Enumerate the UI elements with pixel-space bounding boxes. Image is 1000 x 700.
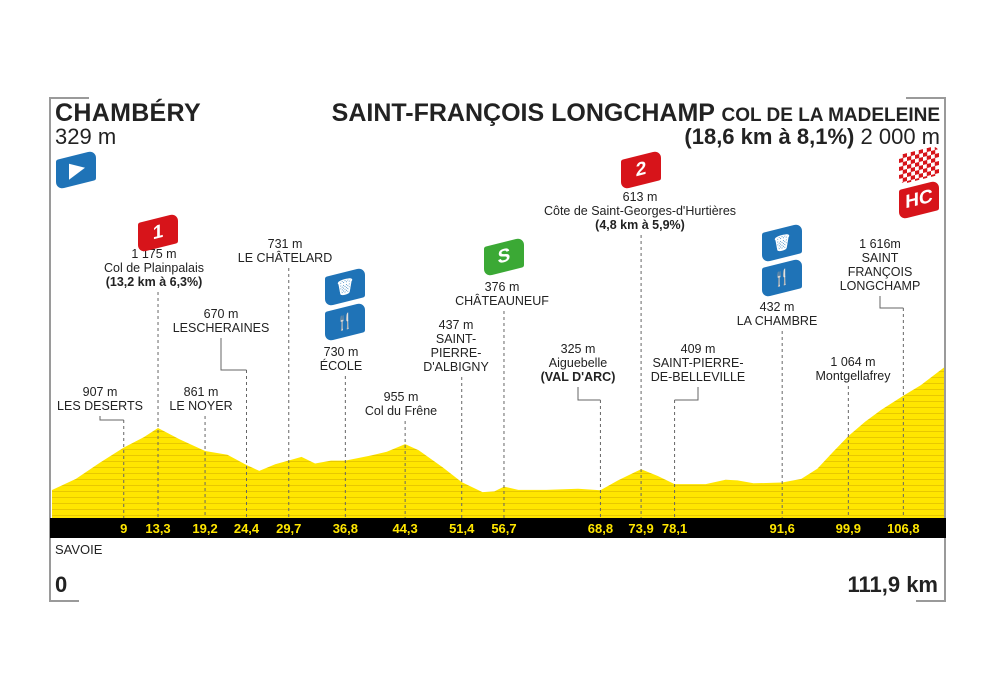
- km-tick-label: 91,6: [770, 521, 795, 536]
- waypoint-altitude: 861 m: [183, 385, 219, 399]
- frame-left: [49, 97, 51, 602]
- finish-town: SAINT-FRANÇOIS LONGCHAMP: [331, 99, 715, 127]
- waypoint-altitude: 613 m: [622, 190, 658, 204]
- waypoint-label: 376 m CHÂTEAUNEUF: [455, 280, 549, 308]
- start-km: 0: [55, 572, 68, 597]
- waypoint-label: 325 m Aiguebelle (VAL D'ARC): [541, 342, 616, 384]
- km-tick-label: 13,3: [145, 521, 170, 536]
- waypoint-altitude: 730 m: [323, 345, 359, 359]
- waypoint-name: Montgellafrey: [815, 369, 891, 383]
- waypoint-label: 432 m LA CHAMBRE: [737, 300, 818, 328]
- leader-elbow: [674, 387, 699, 401]
- waypoint-altitude: 955 m: [383, 390, 419, 404]
- waypoint-altitude: 325 m: [560, 342, 596, 356]
- waypoint-name: SAINT-PIERRE-: [652, 356, 744, 370]
- waypoint-name: FRANÇOIS: [847, 265, 913, 279]
- waypoint-altitude: 670 m: [203, 307, 239, 321]
- km-tick-label: 29,7: [276, 521, 301, 536]
- waypoint-name: LE NOYER: [169, 399, 233, 413]
- waypoint-altitude: 376 m: [484, 280, 520, 294]
- waypoint-label: 1 064 m Montgellafrey: [815, 355, 890, 383]
- leader-elbow: [577, 387, 601, 401]
- waypoint-name: Côte de Saint-Georges-d'Hurtières: [543, 204, 737, 218]
- finish-climb-stats: (18,6 km à 8,1%): [684, 124, 855, 149]
- km-tick-label: 44,3: [392, 521, 417, 536]
- leader-elbow: [99, 416, 124, 421]
- waypoint-name: DE-BELLEVILLE: [650, 370, 746, 384]
- waypoint-name: Col du Frêne: [364, 404, 438, 418]
- km-tick-label: 24,4: [234, 521, 260, 536]
- waypoint-altitude: 731 m: [267, 237, 303, 251]
- waypoint-altitude: 437 m: [438, 318, 474, 332]
- leader-elbow: [220, 338, 247, 371]
- waypoint-label: 955 m Col du Frêne: [365, 390, 437, 418]
- waypoint-label: 730 m ÉCOLE: [320, 345, 362, 373]
- frame-corner: [49, 600, 79, 602]
- waypoint-label: 670 m LESCHERAINES: [173, 307, 270, 335]
- waypoint-name: CHÂTEAUNEUF: [455, 294, 549, 308]
- waypoint-label: 1 175 m Col de Plainpalais (13,2 km à 6,3%…: [104, 247, 204, 289]
- waypoint-name: SAINT-: [435, 332, 477, 346]
- waypoint-name: Aiguebelle: [548, 356, 608, 370]
- frame-corner: [49, 97, 89, 99]
- waypoint-name: SAINT: [861, 251, 899, 265]
- leader-elbow: [879, 296, 904, 309]
- waypoint-label: 613 m Côte de Saint-Georges-d'Hurtières (4…: [544, 190, 736, 232]
- km-tick-label: 99,9: [836, 521, 861, 536]
- waypoint-label: 861 m LE NOYER: [169, 385, 232, 413]
- km-tick-label: 51,4: [449, 521, 475, 536]
- end-km: 111,9 km: [847, 572, 938, 597]
- elevation-profile: [52, 367, 944, 518]
- waypoint-name: PIERRE-: [430, 346, 482, 360]
- waypoint-label: 409 m SAINT-PIERRE- DE-BELLEVILLE: [651, 342, 746, 384]
- waypoint-altitude: 1 616m: [859, 237, 901, 251]
- finish-title: SAINT-FRANÇOIS LONGCHAMP COL DE LA MADEL…: [332, 99, 940, 128]
- waypoint-name: LESCHERAINES: [172, 321, 270, 335]
- km-tick-label: 9: [120, 521, 127, 536]
- waypoint-altitude: 1 064 m: [830, 355, 876, 369]
- waypoint-name: LE CHÂTELARD: [237, 251, 333, 265]
- km-tick-label: 36,8: [333, 521, 358, 536]
- waypoint-name: D'ALBIGNY: [423, 360, 489, 374]
- frame-corner: [906, 97, 946, 99]
- waypoint-altitude: 409 m: [680, 342, 716, 356]
- finish-climb: COL DE LA MADELEINE: [721, 105, 940, 126]
- start-flag-icon: [56, 150, 96, 190]
- frame-right: [944, 97, 946, 602]
- km-tick-label: 73,9: [628, 521, 653, 536]
- km-tick-label: 19,2: [192, 521, 217, 536]
- waypoint-altitude: 1 175 m: [131, 247, 177, 261]
- waypoint-name: Col de Plainpalais: [103, 261, 205, 275]
- waypoint-name: (4,8 km à 5,9%): [595, 218, 685, 232]
- finish-subtitle: (18,6 km à 8,1%) 2 000 m: [684, 124, 940, 150]
- km-tick-label: 56,7: [491, 521, 516, 536]
- start-town: CHAMBÉRY: [55, 99, 201, 127]
- waypoint-name: ÉCOLE: [319, 359, 363, 373]
- waypoint-altitude: 432 m: [759, 300, 795, 314]
- km-tick-label: 106,8: [887, 521, 920, 536]
- waypoint-label: 437 m SAINT- PIERRE- D'ALBIGNY: [423, 318, 489, 374]
- waypoint-label: 907 m LES DESERTS: [57, 385, 143, 413]
- km-tick-label: 68,8: [588, 521, 613, 536]
- waypoint-altitude: 907 m: [82, 385, 118, 399]
- waypoint-name: LONGCHAMP: [839, 279, 921, 293]
- region-label: SAVOIE: [55, 542, 103, 557]
- waypoint-name: LES DESERTS: [57, 399, 143, 413]
- km-bar: [50, 518, 946, 538]
- waypoint-name: LA CHAMBRE: [736, 314, 818, 328]
- waypoint-name: (13,2 km à 6,3%): [105, 275, 203, 289]
- waypoint-label: 1 616m SAINT FRANÇOIS LONGCHAMP: [840, 237, 921, 293]
- waypoint-name: (VAL D'ARC): [540, 370, 616, 384]
- km-tick-label: 78,1: [662, 521, 687, 536]
- finish-altitude: 2 000 m: [860, 124, 941, 149]
- waypoint-label: 731 m LE CHÂTELARD: [238, 237, 332, 265]
- frame-corner: [916, 600, 946, 602]
- start-altitude: 329 m: [55, 124, 117, 149]
